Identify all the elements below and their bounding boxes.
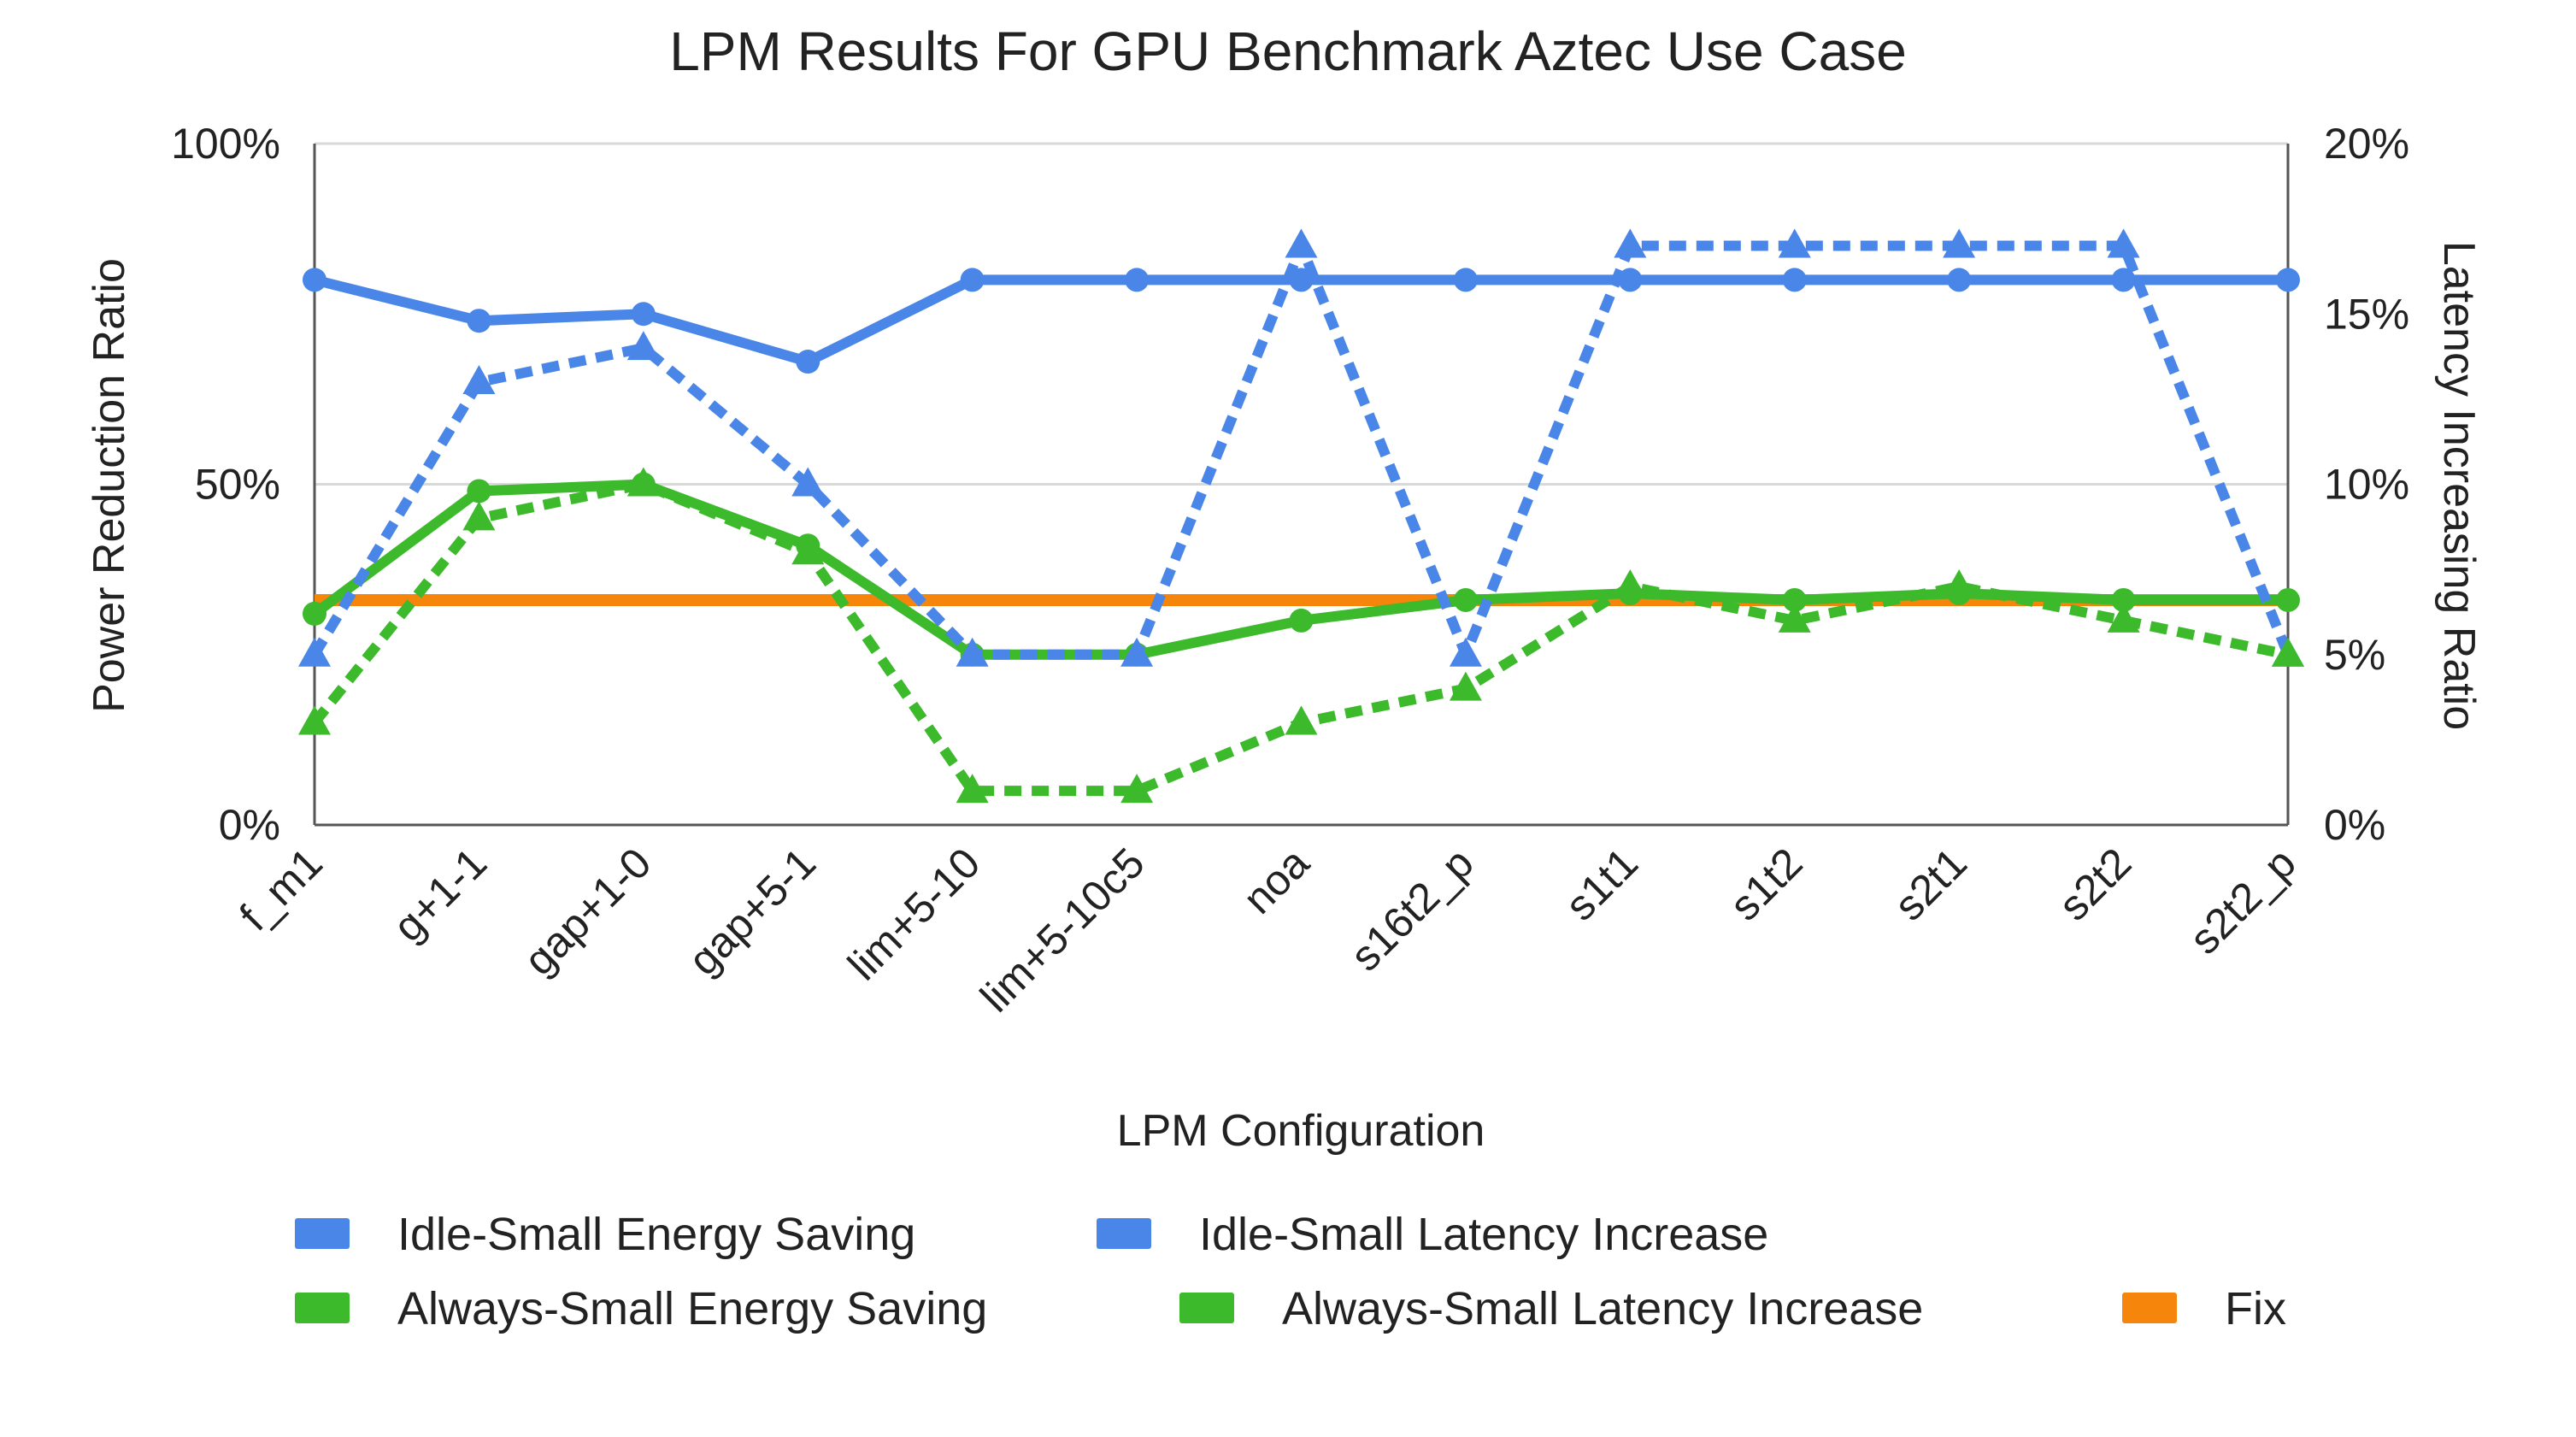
legend-item: Always-Small Energy Saving — [295, 1283, 987, 1334]
data-point — [1120, 774, 1154, 804]
y2-tick-label: 15% — [2324, 290, 2409, 338]
data-point — [462, 501, 496, 531]
data-point — [960, 268, 985, 292]
data-point — [467, 309, 491, 333]
data-point — [956, 637, 989, 667]
x-tick-label: noa — [1234, 839, 1319, 923]
chart-title: LPM Results For GPU Benchmark Aztec Use … — [669, 21, 1907, 82]
data-point — [462, 364, 496, 394]
legend-item: Fix — [2122, 1283, 2286, 1334]
data-point — [2276, 587, 2300, 612]
legend-label: Always-Small Energy Saving — [397, 1283, 987, 1334]
data-point — [791, 467, 825, 497]
x-tick-label: s2t1 — [1885, 839, 1976, 929]
x-tick-label: gap+1-0 — [515, 839, 660, 984]
data-point — [1449, 671, 1482, 701]
data-point — [1782, 587, 1807, 612]
data-point — [2111, 587, 2136, 612]
data-point — [1285, 228, 1318, 258]
y-axis-label: Power Reduction Ratio — [85, 258, 134, 713]
data-point — [298, 637, 331, 667]
data-point — [1614, 228, 1647, 258]
series-line — [310, 479, 2290, 797]
x-tick-label: s1t1 — [1556, 839, 1647, 929]
data-point — [1120, 637, 1154, 667]
data-point — [2111, 268, 2136, 292]
x-tick-label: gap+5-1 — [679, 839, 825, 984]
series-idle-small-energy-saving — [303, 268, 2300, 374]
legend-label: Idle-Small Latency Increase — [1199, 1209, 1768, 1260]
category-labels: f_m1 g+1-1 gap+1-0 gap+5-1 lim+5-10lim+5-10c… — [231, 839, 2305, 1022]
data-point — [298, 705, 331, 735]
legend-label: Idle-Small Energy Saving — [397, 1209, 915, 1260]
data-point — [303, 601, 326, 626]
data-point — [956, 774, 989, 804]
data-point — [1782, 268, 1807, 292]
data-point — [1943, 228, 1976, 258]
data-point — [626, 331, 660, 361]
legend-label: Always-Small Latency Increase — [1282, 1283, 1923, 1334]
legend-swatch — [295, 1218, 350, 1249]
series-always-small-latency-increase — [298, 467, 2304, 804]
data-point — [796, 350, 820, 374]
legend-swatch — [1179, 1293, 1234, 1323]
data-point — [1778, 603, 1811, 633]
data-point — [303, 268, 326, 292]
legend-item: Idle-Small Latency Increase — [1097, 1209, 1768, 1260]
data-point — [1778, 228, 1811, 258]
y-tick-label: 0% — [219, 801, 280, 849]
x-tick-label: lim+5-10 — [838, 839, 989, 989]
data-point — [1947, 268, 1972, 292]
legend-swatch — [2122, 1293, 2177, 1323]
x-tick-label: s2t2 — [2050, 839, 2140, 929]
x-tick-label: f_m1 — [231, 839, 332, 939]
ticks: 0% 50% 100% 0% 5% 10% 15% 20% — [171, 120, 2409, 849]
data-point — [2107, 228, 2140, 258]
data-point — [1285, 705, 1318, 735]
data-point — [1453, 268, 1478, 292]
x-tick-label: g+1-1 — [384, 839, 496, 951]
legend-item: Always-Small Latency Increase — [1179, 1283, 1923, 1334]
series-always-small-energy-saving — [303, 472, 2300, 667]
data-point — [2272, 637, 2304, 667]
series-idle-small-latency-increase — [298, 228, 2304, 667]
y-tick-label: 50% — [195, 461, 280, 509]
legend-label: Fix — [2225, 1283, 2286, 1334]
data-point — [2276, 268, 2300, 292]
data-point — [1943, 569, 1976, 599]
y2-tick-label: 10% — [2324, 461, 2409, 509]
data-point — [2107, 603, 2140, 633]
x-tick-label: s2t2_p — [2180, 839, 2305, 963]
y-tick-label: 100% — [171, 120, 280, 168]
data-point — [1614, 569, 1647, 599]
x-tick-label: s16t2_p — [1341, 839, 1482, 980]
x-axis-label: LPM Configuration — [1117, 1106, 1485, 1156]
data-point — [1453, 587, 1478, 612]
y2-tick-label: 0% — [2324, 801, 2385, 849]
y2-tick-label: 5% — [2324, 631, 2385, 679]
series-line — [313, 274, 2288, 368]
legend-item: Idle-Small Energy Saving — [295, 1209, 915, 1260]
data-point — [626, 467, 660, 497]
data-point — [791, 535, 825, 565]
series-layer — [298, 228, 2304, 804]
legend: Idle-Small Energy Saving Idle-Small Laten… — [295, 1209, 2286, 1334]
data-point — [1289, 608, 1314, 633]
data-point — [1125, 268, 1150, 292]
x-tick-label: s1t2 — [1720, 839, 1811, 929]
y2-axis-label: Latency Increasing Ratio — [2434, 241, 2484, 730]
data-point — [631, 302, 656, 327]
data-point — [467, 479, 491, 504]
legend-swatch — [1097, 1218, 1151, 1249]
y2-tick-label: 20% — [2324, 120, 2409, 168]
data-point — [1449, 637, 1482, 667]
legend-swatch — [295, 1293, 350, 1323]
x-tick-label: lim+5-10c5 — [971, 839, 1154, 1022]
